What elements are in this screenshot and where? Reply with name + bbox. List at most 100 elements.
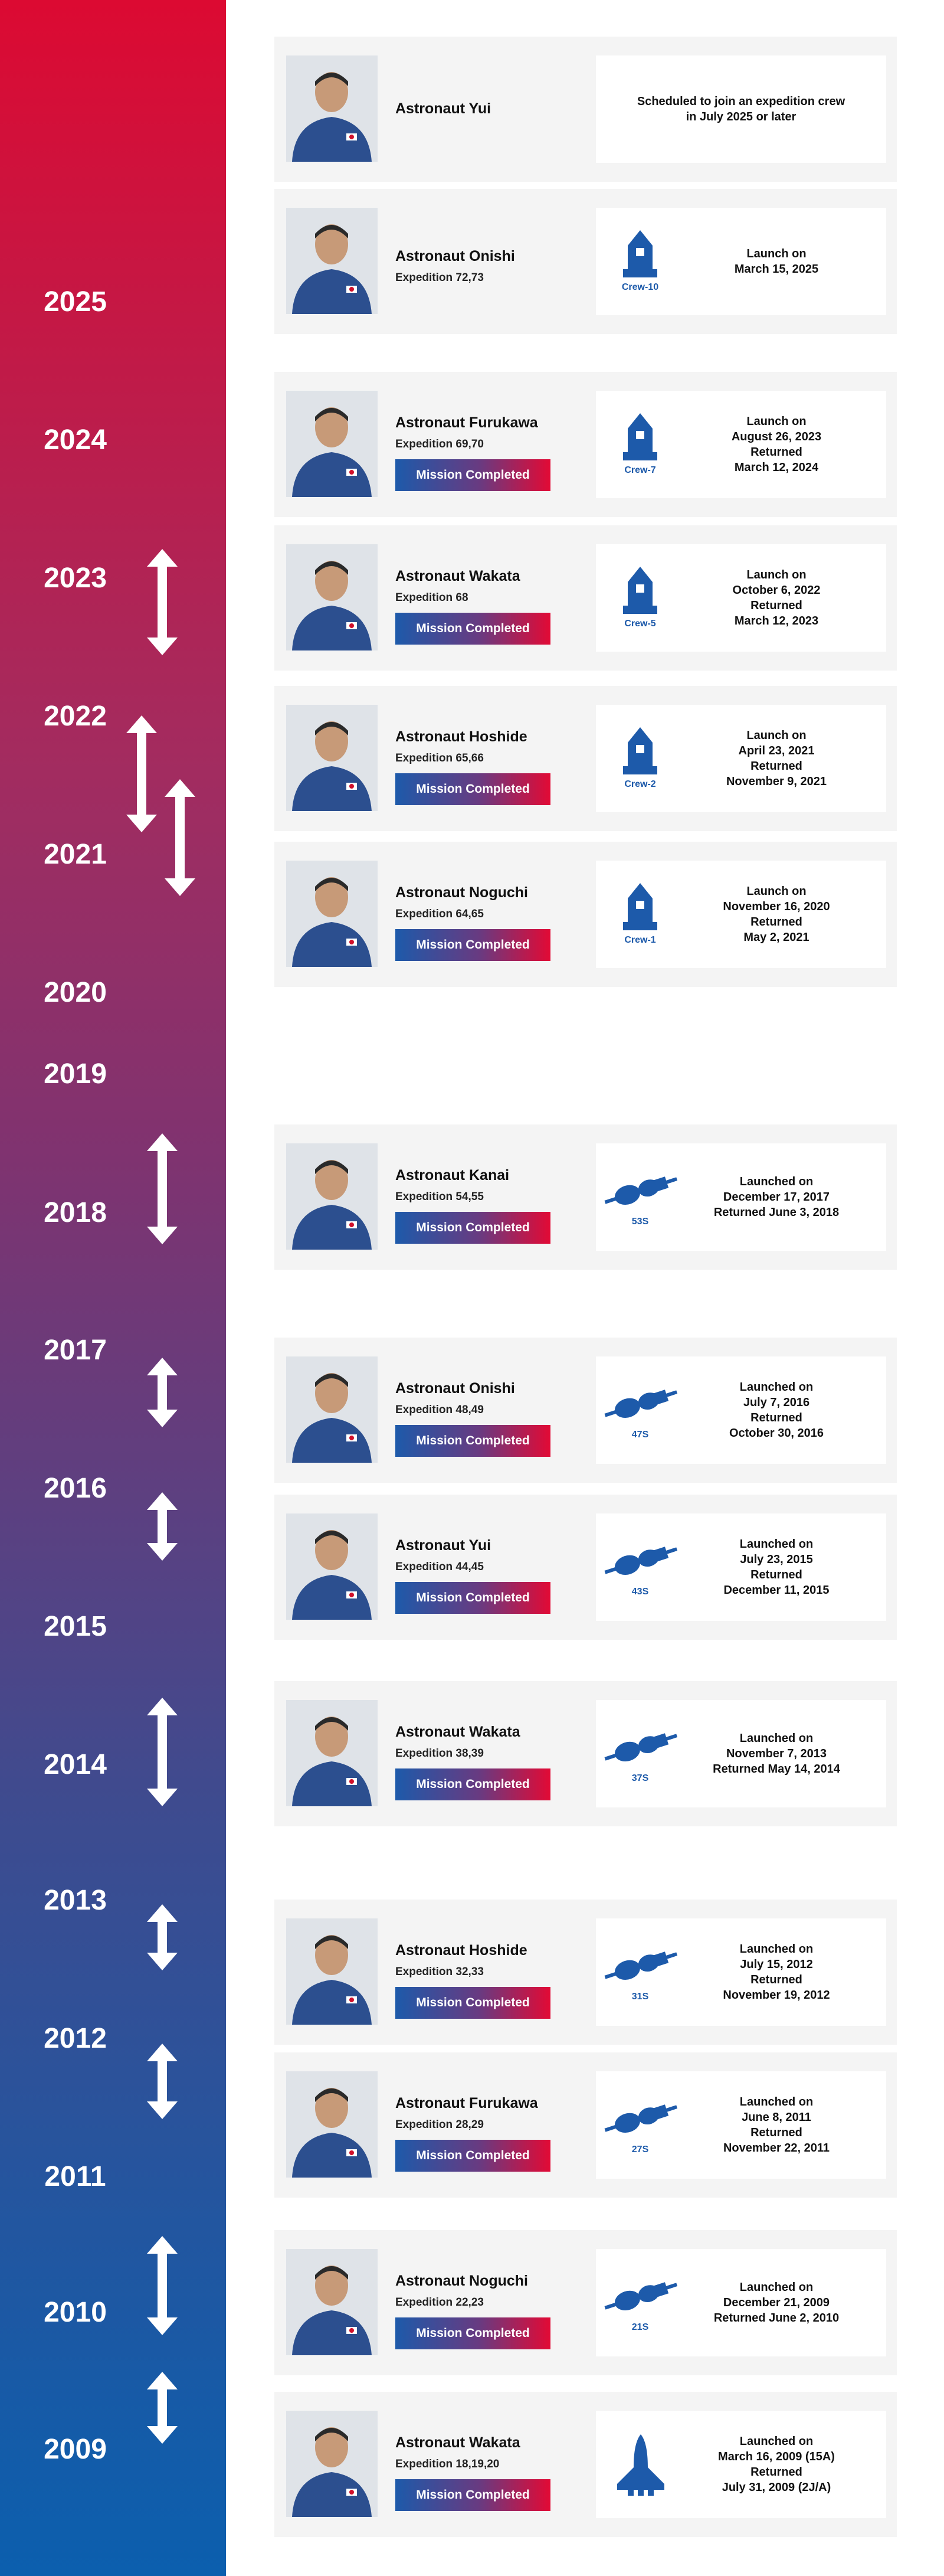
mission-info-box: Crew-5 Launch on October 6, 2022 Returned Ma… — [596, 544, 886, 652]
mission-date-line: July 31, 2009 (2J/A) — [722, 2481, 831, 2494]
astronaut-mission-card: Astronaut Yui Expedition 44,45 Mission Com… — [274, 1495, 897, 1640]
astronaut-name: Astronaut Wakata — [395, 1724, 520, 1740]
mission-date-line: Launched on — [739, 2281, 814, 2294]
timeline-year-label: 2011 — [44, 2161, 106, 2192]
mission-date-line: Returned — [750, 760, 802, 773]
mission-completed-badge: Mission Completed — [395, 2317, 550, 2349]
mission-date-line: November 19, 2012 — [723, 1989, 830, 2002]
duration-arrow-icon — [147, 549, 178, 655]
mission-date-line: June 8, 2011 — [742, 2111, 811, 2124]
mission-date-line: Returned June 3, 2018 — [713, 1206, 840, 1219]
mission-date-line: Returned — [750, 446, 802, 459]
mission-date-line: December 21, 2009 — [723, 2296, 830, 2309]
mission-dates: Launch on April 23, 2021 Returned November … — [678, 705, 874, 812]
astronaut-name: Astronaut Noguchi — [395, 2273, 528, 2289]
astronaut-name: Astronaut Yui — [395, 1537, 491, 1554]
spacecraft-label: Crew-5 — [624, 619, 656, 629]
mission-info-box: Crew-10 Launch on March 15, 2025 — [596, 208, 886, 315]
timeline-year-label: 2016 — [44, 1473, 107, 1504]
mission-info-box: 43S Launched on July 23, 2015 Returned Decem… — [596, 1513, 886, 1621]
spacecraft-block: Crew-5 — [608, 544, 690, 652]
duration-arrow-icon — [147, 1492, 178, 1561]
astronaut-name: Astronaut Hoshide — [395, 1942, 527, 1959]
mission-date-line: December 11, 2015 — [723, 1584, 830, 1597]
mission-date-line: Launch on — [746, 247, 807, 260]
timeline-year-label: 2012 — [44, 2023, 107, 2054]
mission-date-line: March 15, 2025 — [734, 263, 819, 276]
mission-dates: Launched on July 15, 2012 Returned November… — [678, 1918, 874, 2026]
expedition-number: Expedition 65,66 — [395, 752, 484, 764]
mission-completed-badge: Mission Completed — [395, 1212, 550, 1244]
timeline-year-label: 2022 — [44, 701, 107, 732]
mission-info-box: 27S Launched on June 8, 2011 Returned Novemb… — [596, 2071, 886, 2179]
spacecraft-block: 21S — [604, 2249, 690, 2356]
timeline-year-label: 2013 — [44, 1885, 107, 1916]
spacecraft-label: Crew-7 — [624, 465, 656, 475]
spacecraft-block: 47S — [604, 1356, 690, 1464]
astronaut-photo — [286, 55, 378, 162]
astronaut-portrait-icon — [286, 1356, 378, 1463]
astronaut-portrait-icon — [286, 2411, 378, 2517]
duration-arrow-icon — [165, 779, 195, 896]
soyuz-spacecraft-icon — [604, 2104, 678, 2133]
mission-completed-badge: Mission Completed — [395, 459, 550, 491]
astronaut-portrait-icon — [286, 1918, 378, 2025]
mission-completed-badge: Mission Completed — [395, 1768, 550, 1800]
mission-date-line: November 7, 2013 — [726, 1747, 827, 1760]
duration-arrow-icon — [147, 1698, 178, 1806]
mission-date-line: Returned — [750, 2466, 802, 2479]
mission-dates: Launch on August 26, 2023 Returned March 12… — [678, 391, 874, 498]
mission-date-line: Launched on — [739, 2096, 814, 2108]
spacecraft-block: Crew-2 — [608, 705, 690, 812]
mission-date-line: Launched on — [739, 1732, 814, 1745]
astronaut-portrait-icon — [286, 1700, 378, 1806]
astronaut-photo — [286, 544, 378, 650]
expedition-number: Expedition 72,73 — [395, 272, 484, 284]
mission-date-line: May 2, 2021 — [743, 931, 809, 944]
astronaut-name: Astronaut Wakata — [395, 568, 520, 584]
astronaut-mission-card: Astronaut Noguchi Expedition 22,23 Mission… — [274, 2230, 897, 2375]
space-shuttle-icon — [617, 2434, 664, 2496]
dragon-capsule-icon — [623, 883, 657, 930]
mission-date-line: Launched on — [739, 1175, 814, 1188]
mission-date-line: March 12, 2024 — [734, 461, 819, 474]
astronaut-mission-card: Astronaut Furukawa Expedition 69,70 Missio… — [274, 372, 897, 517]
mission-date-line: Launch on — [746, 415, 807, 428]
astronaut-photo — [286, 1356, 378, 1463]
astronaut-photo — [286, 1513, 378, 1620]
astronaut-portrait-icon — [286, 861, 378, 967]
timeline-year-label: 2010 — [44, 2297, 107, 2328]
mission-completed-badge: Mission Completed — [395, 929, 550, 961]
mission-dates: Launched on March 16, 2009 (15A) Returned J… — [678, 2411, 874, 2518]
spacecraft-block: 43S — [604, 1513, 690, 1621]
spacecraft-block: Crew-10 — [608, 208, 690, 315]
mission-date-line: November 9, 2021 — [726, 775, 827, 788]
mission-date-line: Returned — [750, 1411, 802, 1424]
astronaut-photo — [286, 2249, 378, 2355]
spacecraft-label: 21S — [631, 2322, 649, 2332]
astronaut-portrait-icon — [286, 2071, 378, 2178]
duration-arrow-icon — [147, 1133, 178, 1244]
expedition-number: Expedition 54,55 — [395, 1191, 484, 1203]
spacecraft-label: Crew-2 — [624, 779, 656, 789]
duration-arrow-icon — [147, 2044, 178, 2119]
spacecraft-block: Crew-7 — [608, 391, 690, 498]
expedition-number: Expedition 68 — [395, 591, 468, 604]
spacecraft-block: 53S — [604, 1143, 690, 1251]
spacecraft-block: Crew-1 — [608, 861, 690, 968]
spacecraft-block: 37S — [604, 1700, 690, 1807]
mission-info-box: Crew-2 Launch on April 23, 2021 Returned Nov… — [596, 705, 886, 812]
mission-date-line: Launch on — [746, 568, 807, 581]
mission-date-line: November 22, 2011 — [723, 2142, 830, 2155]
astronaut-photo — [286, 2411, 378, 2517]
mission-dates: Launched on December 21, 2009 Returned Jun… — [678, 2249, 874, 2356]
mission-completed-badge: Mission Completed — [395, 2479, 550, 2511]
spacecraft-label: 27S — [631, 2145, 649, 2155]
spacecraft-block — [608, 2411, 690, 2518]
expedition-number: Expedition 38,39 — [395, 1747, 484, 1760]
mission-date-line: Returned — [750, 1973, 802, 1986]
mission-info-box: 53S Launched on December 17, 2017 Returned … — [596, 1143, 886, 1251]
timeline-year-label: 2024 — [44, 424, 107, 456]
expedition-number: Expedition 18,19,20 — [395, 2458, 500, 2470]
astronaut-portrait-icon — [286, 1513, 378, 1620]
